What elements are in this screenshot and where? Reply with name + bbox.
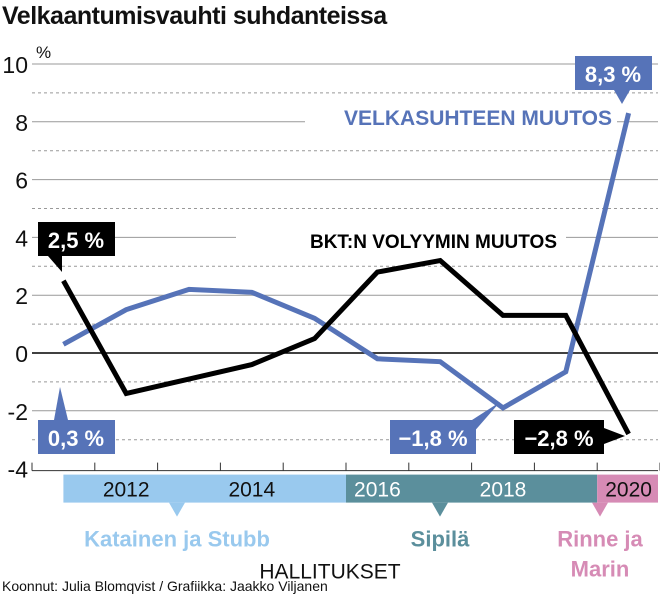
annotation-pointer <box>48 256 62 272</box>
annotation-box <box>575 56 652 90</box>
credit-line: Koonnut: Julia Blomqvist / Grafiikka: Ja… <box>2 578 328 594</box>
annotation-pointer <box>54 387 68 420</box>
y-tick-label: -4 <box>8 457 29 483</box>
y-tick-label: 4 <box>15 225 28 251</box>
government-label-line: Rinne ja <box>557 527 643 552</box>
annotation-box <box>390 420 476 454</box>
annotation-pointer <box>472 402 500 434</box>
series-label-bg <box>305 102 617 130</box>
government-band <box>346 474 598 503</box>
series-line-gdp <box>61 257 631 436</box>
government-pointer <box>169 502 185 517</box>
annotation-label: −1,8 % <box>398 426 467 451</box>
government-pointer <box>592 502 608 517</box>
y-tick-label: 8 <box>15 110 28 136</box>
series-line-debt <box>62 112 632 411</box>
x-tick-label: 2018 <box>480 479 527 502</box>
government-label: Sipilä <box>411 527 470 552</box>
y-tick-label: -2 <box>8 399 28 425</box>
government-band <box>597 474 658 503</box>
annotation-pointer <box>614 90 630 104</box>
annotation-label: 8,3 % <box>585 62 641 87</box>
government-label: Katainen ja Stubb <box>84 527 270 552</box>
annotation-label: −2,8 % <box>524 426 593 451</box>
governments-heading: HALLITUKSET <box>259 561 400 584</box>
annotation-box <box>514 420 604 454</box>
series-label-debt: VELKASUHTEEN MUUTOS <box>344 107 612 130</box>
y-axis-unit: % <box>36 43 51 62</box>
government-label: Rinne ja Marin <box>557 527 643 582</box>
annotation-label: 2,5 % <box>48 228 104 253</box>
annotation-pointer <box>604 428 625 444</box>
government-label-line: Marin <box>571 557 630 582</box>
chart-title: Velkaantumisvauhti suhdanteissa <box>2 2 387 30</box>
y-tick-label: 2 <box>15 283 28 309</box>
x-tick-label: 2016 <box>354 479 401 502</box>
annotation-box <box>38 420 115 454</box>
government-band <box>63 474 347 503</box>
annotation-box <box>38 222 115 256</box>
government-pointer <box>432 502 448 517</box>
y-tick-label: 10 <box>2 52 28 78</box>
x-tick-label: 2014 <box>228 479 275 502</box>
y-tick-label: 6 <box>15 168 28 194</box>
annotation-label: 0,3 % <box>48 426 104 451</box>
x-tick-label: 2012 <box>103 479 150 502</box>
series-label-gdp: BKT:N VOLYYMIN MUUTOS <box>310 232 557 253</box>
x-tick-label: 2020 <box>605 479 652 502</box>
y-tick-label: 0 <box>15 341 28 367</box>
series-label-bg <box>236 228 566 254</box>
